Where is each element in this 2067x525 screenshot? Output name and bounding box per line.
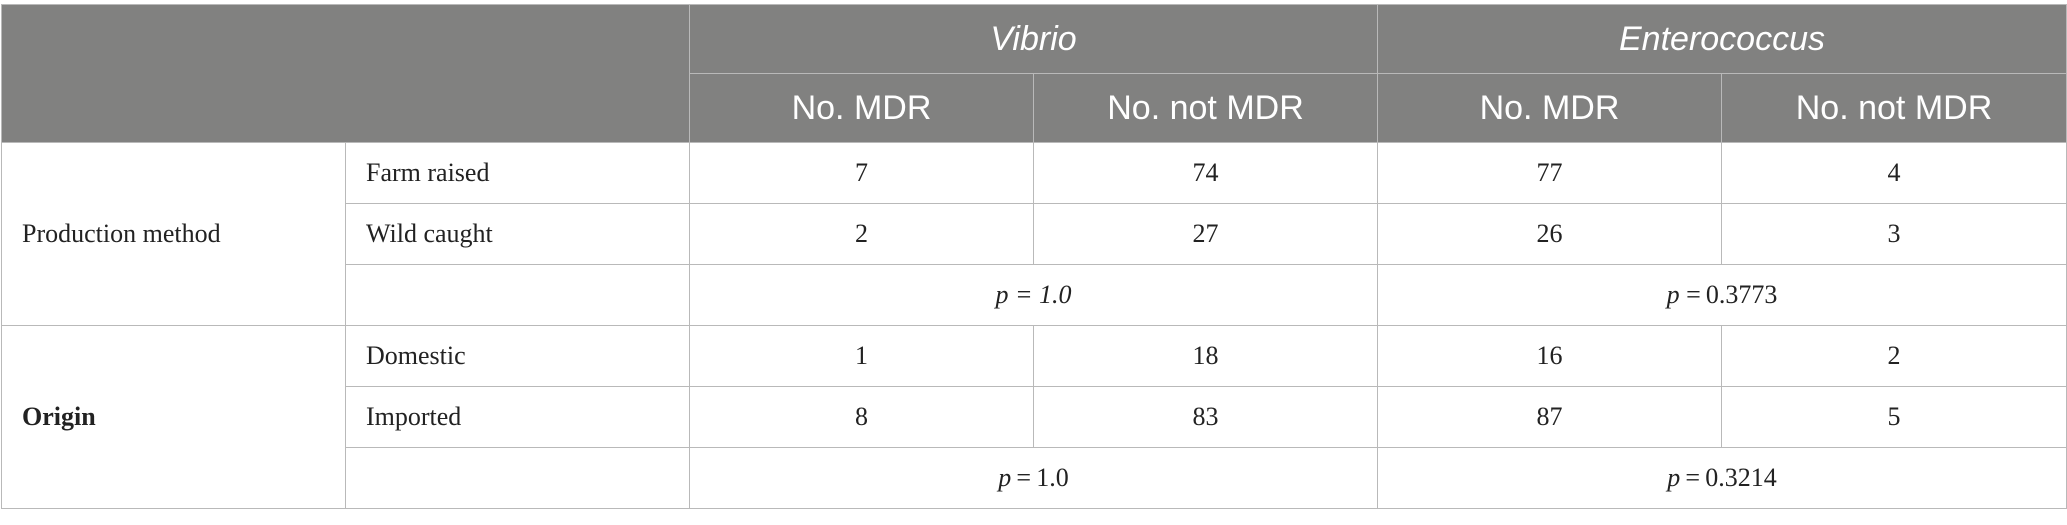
table-row: Origin Domestic 1 18 16 2 (1, 325, 2067, 509)
cell-entero-not-mdr: 4 (1721, 142, 2067, 204)
table-row: Production method Farm raised 7 74 77 4 (1, 142, 2067, 326)
header-row-columns: No. MDR No. not MDR No. MDR No. not MDR (2, 73, 2067, 143)
header-blank-cell (1, 4, 690, 143)
cell-vibrio-not-mdr: 74 (1033, 142, 1378, 204)
p-value-text: = 1.0 (1008, 280, 1072, 309)
cell-vibrio-mdr: 2 (689, 203, 1034, 265)
p-symbol: p (998, 463, 1012, 492)
cell-vibrio-not-mdr: 27 (1033, 203, 1378, 265)
cell-entero-not-mdr: 5 (1721, 386, 2067, 448)
p-value-text: = 0.3214 (1680, 463, 1777, 492)
cell-entero-mdr: 77 (1377, 142, 1722, 204)
row-label: Farm raised (345, 142, 690, 204)
cell-vibrio-mdr: 7 (689, 142, 1034, 204)
row-label: Wild caught (345, 203, 690, 265)
p-value-text: = 1.0 (1011, 463, 1069, 492)
table-row: Wild caught 2 27 26 3 (2, 203, 2067, 265)
p-symbol: p (1666, 280, 1680, 309)
cell-vibrio-mdr: 8 (689, 386, 1034, 448)
header-entero-mdr: No. MDR (1377, 73, 1722, 143)
cell-entero-not-mdr: 2 (1721, 325, 2067, 387)
p-symbol: p (1667, 463, 1681, 492)
empty-cell (345, 264, 690, 326)
header-vibrio: Vibrio (689, 4, 1378, 74)
header-vibrio-not-mdr: No. not MDR (1033, 73, 1378, 143)
row-label: Imported (345, 386, 690, 448)
mdr-table: Vibrio Enterococcus No. MDR No. not MDR … (1, 4, 2067, 509)
row-label: Domestic (345, 325, 690, 387)
p-value-vibrio: p = 1.0 (689, 264, 1378, 326)
p-value-row: p = 1.0 p = 0.3773 (2, 264, 2067, 326)
cell-vibrio-not-mdr: 83 (1033, 386, 1378, 448)
group-label-origin: Origin (1, 325, 346, 509)
p-value-enterococcus: p = 0.3773 (1377, 264, 2067, 326)
header-entero-not-mdr: No. not MDR (1721, 73, 2067, 143)
cell-vibrio-not-mdr: 18 (1033, 325, 1378, 387)
header-vibrio-mdr: No. MDR (689, 73, 1034, 143)
p-value-text: = 0.3773 (1679, 280, 1778, 309)
header-enterococcus: Enterococcus (1377, 4, 2067, 74)
cell-entero-mdr: 26 (1377, 203, 1722, 265)
p-symbol: p (995, 280, 1009, 309)
p-value-vibrio: p = 1.0 (689, 447, 1378, 509)
header-row-genus: Vibrio Enterococcus (1, 4, 2067, 143)
cell-entero-mdr: 16 (1377, 325, 1722, 387)
empty-cell (345, 447, 690, 509)
p-value-row: p = 1.0 p = 0.3214 (2, 447, 2067, 509)
p-value-enterococcus: p = 0.3214 (1377, 447, 2067, 509)
cell-vibrio-mdr: 1 (689, 325, 1034, 387)
cell-entero-mdr: 87 (1377, 386, 1722, 448)
group-label-production-method: Production method (1, 142, 346, 326)
cell-entero-not-mdr: 3 (1721, 203, 2067, 265)
